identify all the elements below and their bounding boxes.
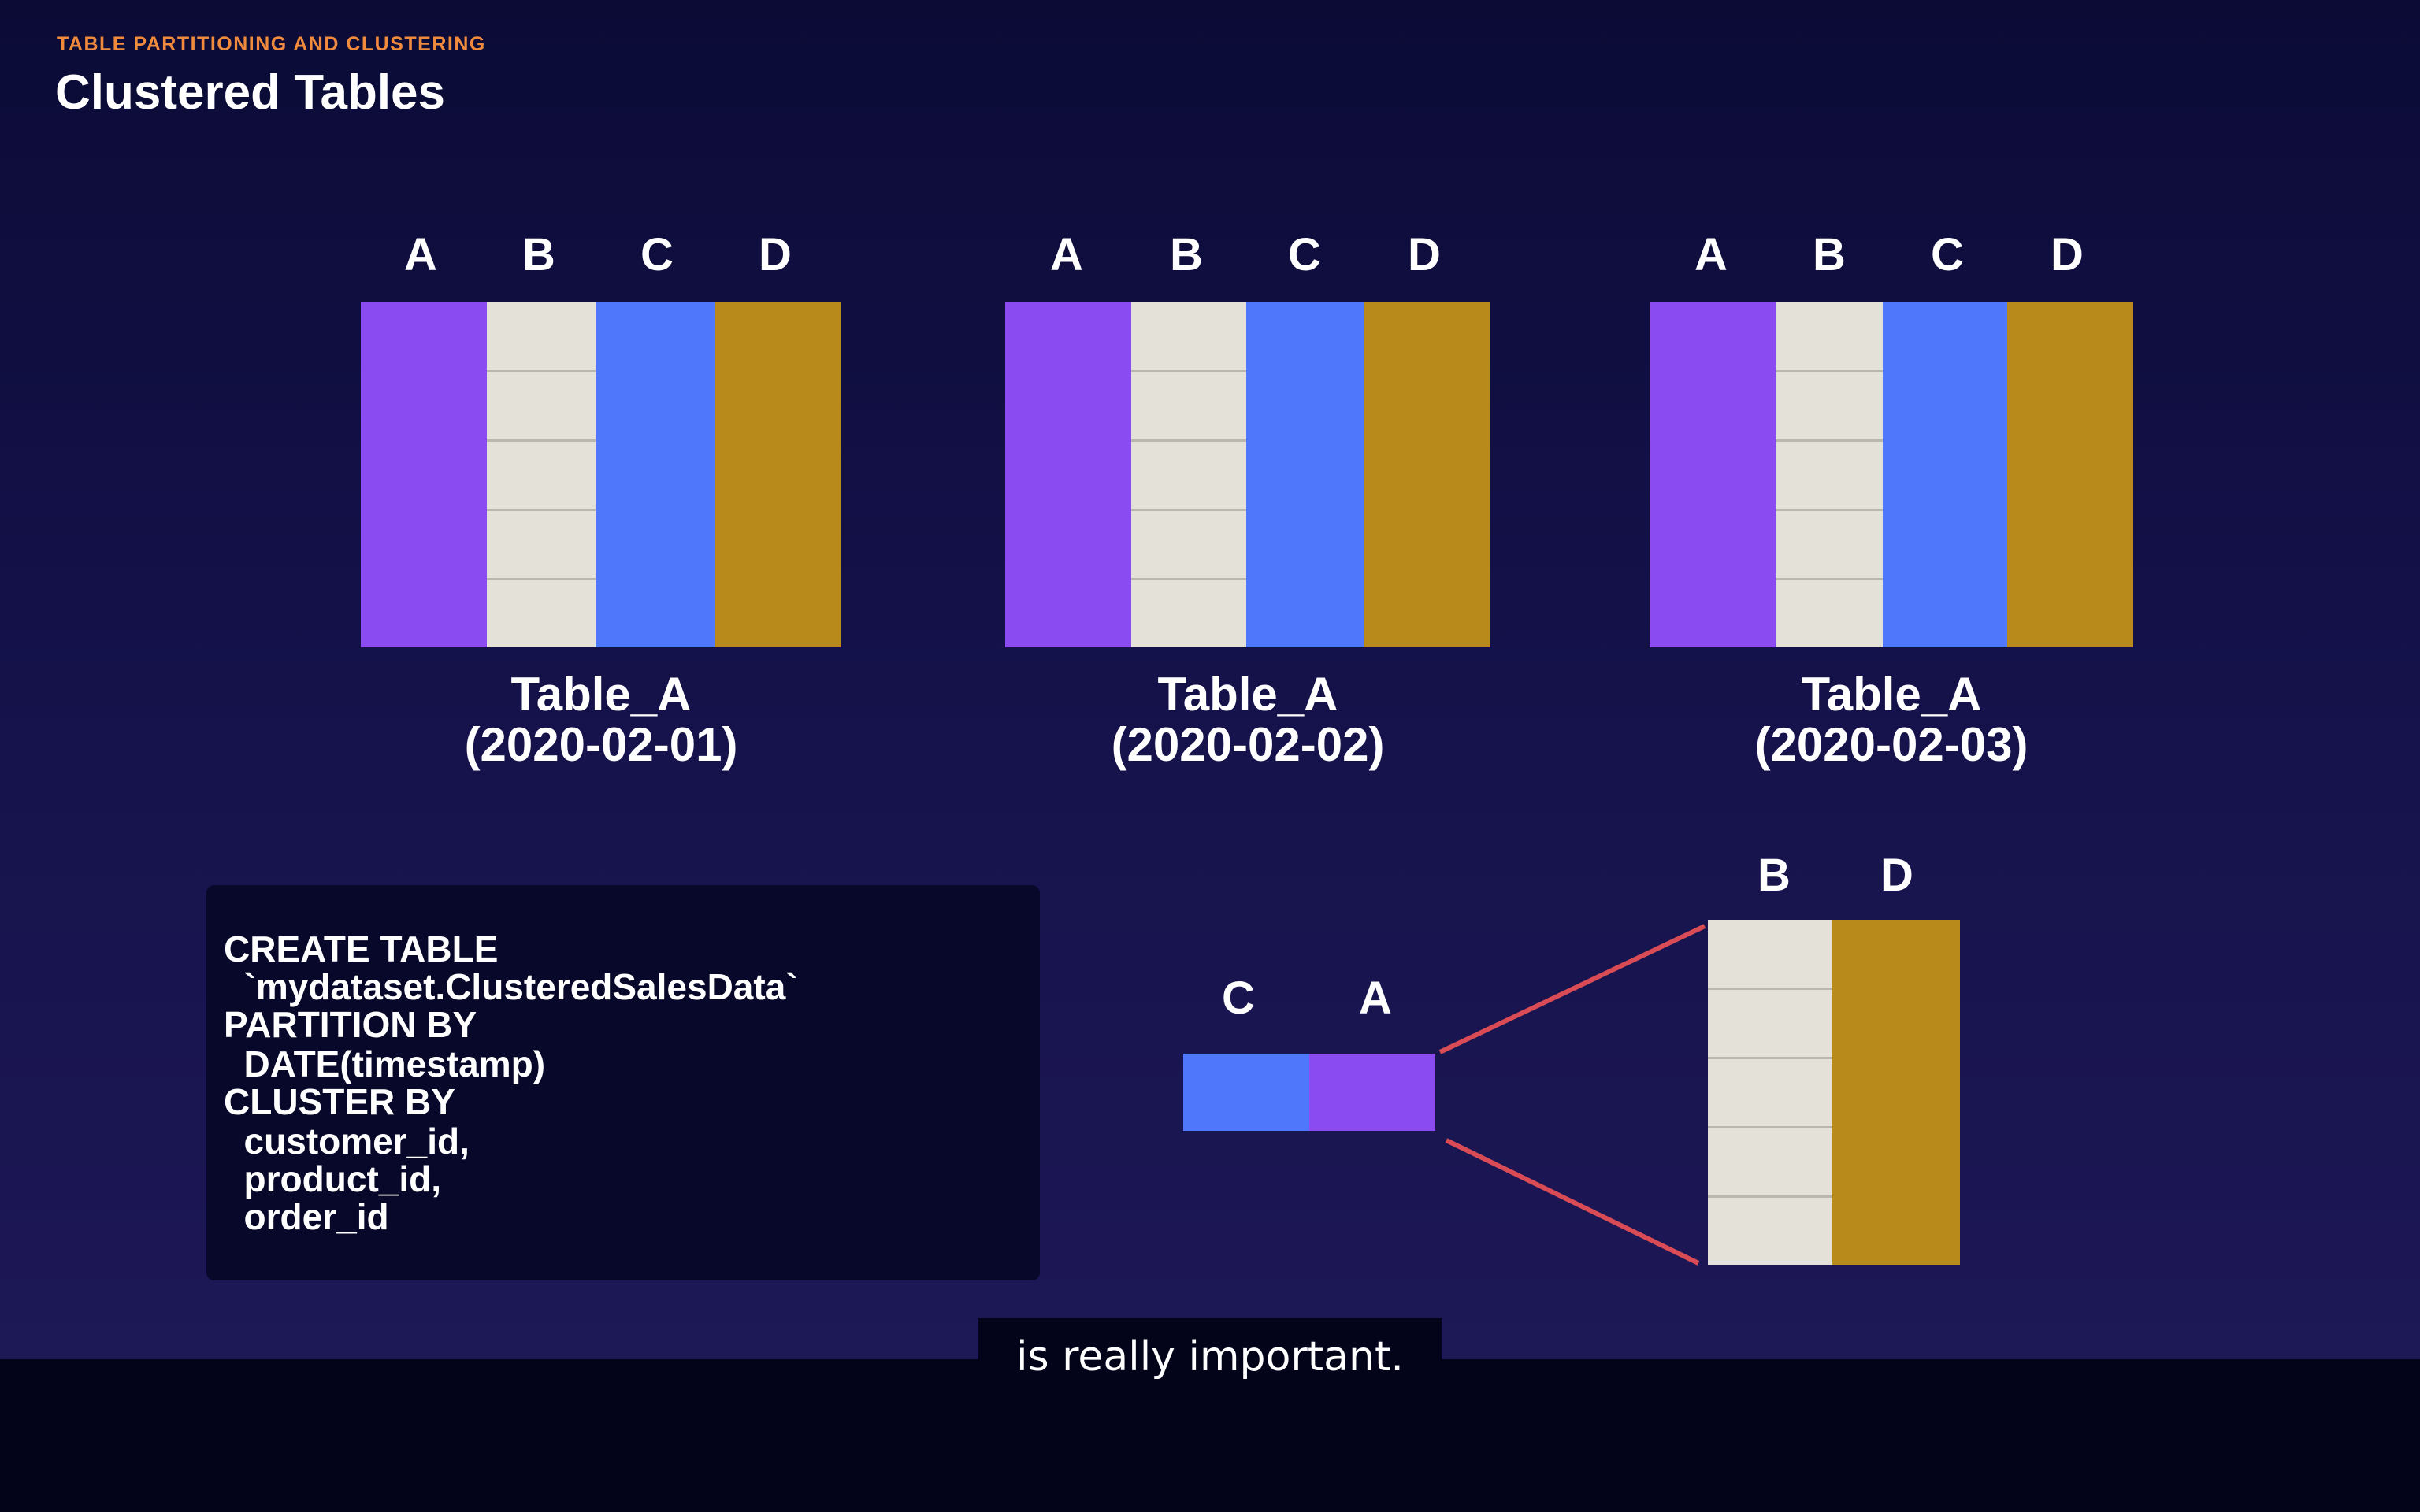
column-label-d: D <box>1408 229 1441 280</box>
table-block <box>1005 302 1490 647</box>
row-divider <box>1131 578 1246 580</box>
row-divider <box>487 439 596 442</box>
column-label-c: C <box>1931 229 1964 280</box>
connector-line-top <box>1438 924 1706 1054</box>
expanded-label-d: D <box>1880 850 1913 901</box>
column-a <box>361 302 487 647</box>
row-divider <box>1776 439 1883 442</box>
table-caption: Table_A (2020-02-02) <box>1005 669 1490 770</box>
column-c <box>1246 302 1364 647</box>
cluster-key-a <box>1309 1054 1435 1131</box>
column-b <box>1776 302 1883 647</box>
code-line: customer_id, <box>224 1121 470 1162</box>
column-b <box>487 302 596 647</box>
table-caption: Table_A (2020-02-01) <box>361 669 841 770</box>
column-label-a: A <box>1050 229 1083 280</box>
slide-eyebrow: TABLE PARTITIONING AND CLUSTERING <box>57 33 486 55</box>
column-d <box>715 302 841 647</box>
row-divider <box>1131 509 1246 511</box>
row-divider <box>1776 578 1883 580</box>
code-line: order_id <box>224 1196 389 1237</box>
column-label-b: B <box>1813 229 1846 280</box>
cluster-key-label-c: C <box>1222 973 1255 1024</box>
column-label-b: B <box>1170 229 1203 280</box>
table-date: (2020-02-02) <box>1111 718 1385 771</box>
row-divider <box>1131 439 1246 442</box>
column-label-b: B <box>522 229 555 280</box>
row-divider <box>1708 1126 1832 1128</box>
table-block <box>361 302 841 647</box>
column-a <box>1650 302 1776 647</box>
table-date: (2020-02-01) <box>464 718 738 771</box>
code-line: CLUSTER BY <box>224 1081 455 1122</box>
column-c <box>596 302 715 647</box>
column-label-c: C <box>1288 229 1321 280</box>
video-subtitle: is really important. <box>978 1318 1442 1395</box>
expanded-column-b <box>1708 920 1832 1265</box>
row-divider <box>487 370 596 372</box>
row-divider <box>1708 1195 1832 1198</box>
expanded-label-b: B <box>1757 850 1791 901</box>
row-divider <box>1776 509 1883 511</box>
column-a <box>1005 302 1131 647</box>
table-name: Table_A <box>1801 668 1982 721</box>
row-divider <box>487 509 596 511</box>
row-divider <box>1708 988 1832 990</box>
row-divider <box>1776 370 1883 372</box>
expanded-column-d <box>1832 920 1960 1265</box>
table-date: (2020-02-03) <box>1754 718 2028 771</box>
table-diagram-3: A B C D Table_A (2020-02-03) <box>1650 228 2133 795</box>
slide-title: Clustered Tables <box>55 65 446 120</box>
column-label-d: D <box>2051 229 2084 280</box>
connector-line-bottom <box>1445 1138 1700 1266</box>
table-caption: Table_A (2020-02-03) <box>1650 669 2133 770</box>
column-label-a: A <box>1694 229 1728 280</box>
cluster-key-label-a: A <box>1359 973 1392 1024</box>
column-label-d: D <box>759 229 792 280</box>
code-line: DATE(timestamp) <box>224 1043 546 1084</box>
table-diagram-2: A B C D Table_A (2020-02-02) <box>1005 228 1490 795</box>
table-diagram-1: A B C D Table_A (2020-02-01) <box>361 228 841 795</box>
code-line: CREATE TABLE <box>224 928 499 969</box>
column-label-c: C <box>640 229 674 280</box>
table-name: Table_A <box>510 668 692 721</box>
column-label-a: A <box>404 229 437 280</box>
table-block <box>1650 302 2133 647</box>
row-divider <box>1708 1057 1832 1059</box>
column-c <box>1883 302 2007 647</box>
code-line: PARTITION BY <box>224 1004 477 1045</box>
code-line: product_id, <box>224 1158 441 1199</box>
column-b <box>1131 302 1246 647</box>
table-name: Table_A <box>1157 668 1338 721</box>
column-d <box>2007 302 2133 647</box>
cluster-key-c <box>1183 1054 1309 1131</box>
column-d <box>1364 302 1490 647</box>
code-line: `mydataset.ClusteredSalesData` <box>224 966 798 1007</box>
sql-code-box: CREATE TABLE `mydataset.ClusteredSalesDa… <box>206 885 1040 1280</box>
slide: TABLE PARTITIONING AND CLUSTERING Cluste… <box>0 0 2420 1359</box>
row-divider <box>1131 370 1246 372</box>
row-divider <box>487 578 596 580</box>
connector-lines <box>1438 924 1706 1266</box>
